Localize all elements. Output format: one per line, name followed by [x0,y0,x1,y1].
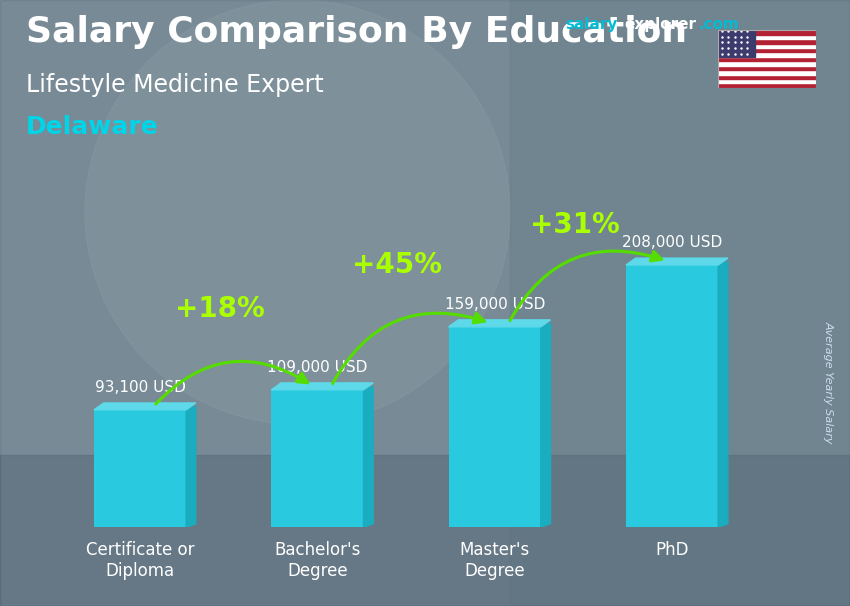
Bar [718,48,816,53]
Text: salary: salary [565,17,618,32]
Bar [718,70,816,75]
Bar [718,39,816,44]
Bar [718,30,816,35]
FancyArrowPatch shape [332,313,484,384]
Text: +45%: +45% [352,251,442,279]
Text: 93,100 USD: 93,100 USD [94,380,185,395]
Bar [510,0,850,606]
Bar [718,30,756,57]
Bar [718,79,816,84]
Ellipse shape [85,0,510,424]
Polygon shape [449,320,551,327]
Bar [449,327,541,527]
Bar [0,454,850,606]
Text: Delaware: Delaware [26,115,158,139]
Polygon shape [626,258,728,265]
Text: +31%: +31% [530,211,620,239]
Bar [94,410,186,527]
Bar [718,53,816,57]
Text: Average Yearly Salary: Average Yearly Salary [824,321,834,443]
Polygon shape [94,403,196,410]
Polygon shape [718,262,728,527]
FancyArrowPatch shape [510,251,661,321]
Text: .com: .com [699,17,740,32]
Bar [718,65,816,70]
Polygon shape [364,387,373,527]
Text: 159,000 USD: 159,000 USD [445,297,545,311]
Text: +18%: +18% [175,295,264,323]
Polygon shape [271,383,373,390]
Text: explorer: explorer [625,17,697,32]
Text: 208,000 USD: 208,000 USD [622,235,722,250]
Text: Lifestyle Medicine Expert: Lifestyle Medicine Expert [26,73,323,97]
Bar [718,75,816,79]
Bar [718,84,816,88]
Polygon shape [186,407,196,527]
Polygon shape [541,324,551,527]
Bar [718,35,816,39]
Bar [718,57,816,61]
Bar [718,61,816,65]
Text: Salary Comparison By Education: Salary Comparison By Education [26,15,687,49]
FancyArrowPatch shape [156,361,308,404]
Bar [718,44,816,48]
Text: 109,000 USD: 109,000 USD [267,360,367,375]
Bar [626,265,718,527]
Bar [271,390,364,527]
